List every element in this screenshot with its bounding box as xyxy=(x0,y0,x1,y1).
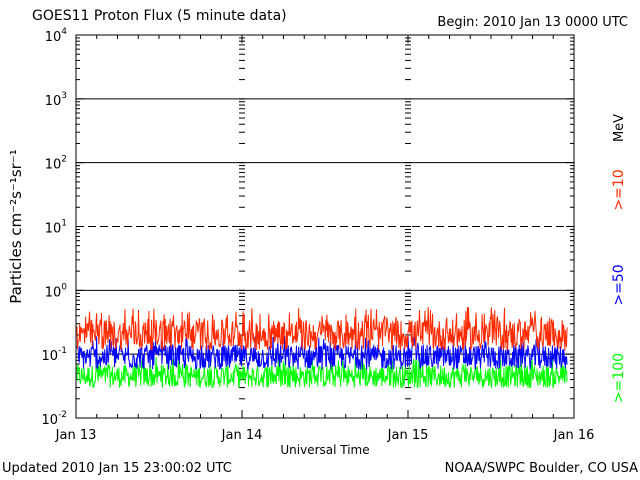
y-tick-label: 103 xyxy=(45,91,67,109)
legend-label: >=10 xyxy=(611,169,627,210)
credit: NOAA/SWPC Boulder, CO USA xyxy=(444,461,638,476)
legend-label: >=100 xyxy=(611,353,627,403)
y-tick-label: 101 xyxy=(45,219,67,237)
y-tick-label: 100 xyxy=(45,282,68,300)
x-tick-label: Jan 15 xyxy=(387,428,429,443)
x-tick-label: Jan 13 xyxy=(55,428,97,443)
series-line-gte10 xyxy=(76,306,568,352)
y-tick-label: 10-1 xyxy=(41,346,67,364)
legend-label: >=50 xyxy=(611,264,627,305)
energy-unit-label: MeV xyxy=(612,114,627,142)
y-tick-label: 10-2 xyxy=(41,410,67,428)
y-tick-label: 102 xyxy=(45,155,67,173)
updated-time: Updated 2010 Jan 15 23:00:02 UTC xyxy=(2,461,232,476)
begin-time: Begin: 2010 Jan 13 0000 UTC xyxy=(437,15,628,30)
x-tick-label: Jan 14 xyxy=(221,428,263,443)
x-tick-label: Jan 16 xyxy=(553,428,595,443)
y-axis-label: Particles cm⁻²s⁻¹sr⁻¹ xyxy=(7,149,25,303)
series-line-gte50 xyxy=(76,335,568,370)
chart-title: GOES11 Proton Flux (5 minute data) xyxy=(32,8,287,24)
x-axis-label: Universal Time xyxy=(280,443,369,457)
y-tick-label: 104 xyxy=(45,27,68,45)
